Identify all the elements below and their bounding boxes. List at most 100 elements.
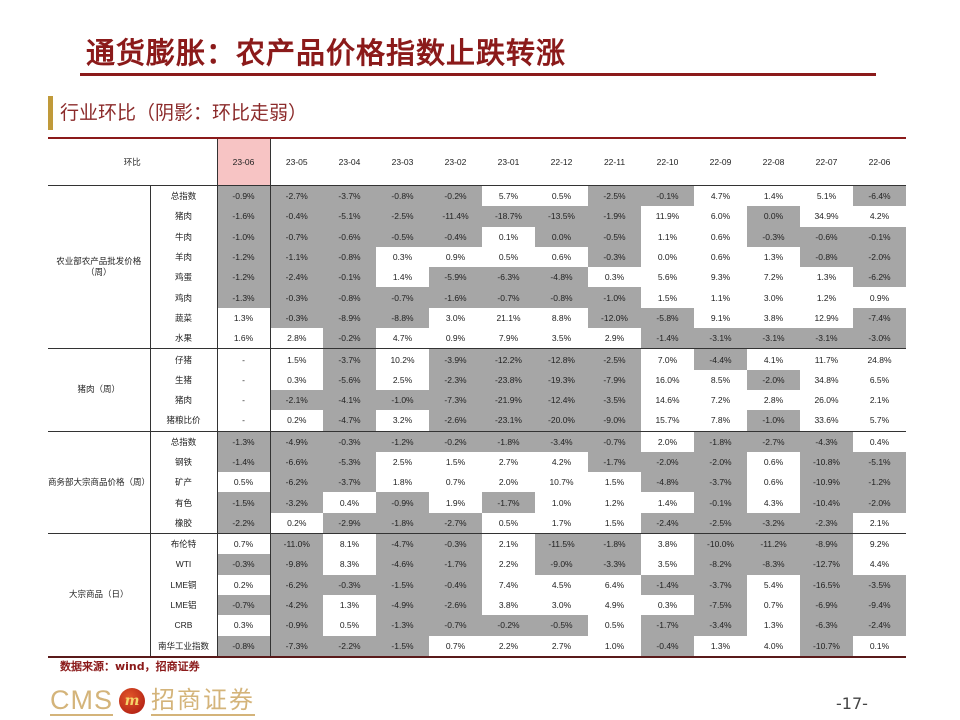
value-cell: 0.5%: [498, 252, 519, 263]
value-cell: 8.5%: [710, 374, 731, 385]
value-cell-shaded: -0.9%: [376, 492, 430, 513]
value-cell: 0.6%: [763, 457, 784, 467]
value-cell: 5.4%: [763, 579, 784, 590]
value-cell: 0.1%: [498, 231, 519, 242]
value-cell: 1.0%: [551, 497, 572, 508]
table-row: 鸡肉 -1.3% -0.3% -0.8% -0.7% -1.6% -0.7% -0.8% -1.…: [48, 287, 906, 308]
value-cell-shaded: -3.3%: [588, 554, 642, 575]
row-label: CRB: [150, 615, 218, 636]
value-cell-shaded: -0.3%: [429, 533, 483, 555]
value-cell-shaded: -0.5%: [535, 615, 589, 636]
value-cell: 2.7%: [535, 635, 589, 658]
row-label: 羊肉: [150, 246, 218, 268]
value-cell: 7.8%: [694, 410, 748, 432]
value-cell: 5.7%: [853, 410, 907, 432]
value-cell: 0.3%: [287, 374, 307, 385]
value-cell-shaded: -4.8%: [535, 267, 589, 288]
table-row: 矿产 0.5% -6.2% -3.7% 1.8% 0.7% 2.0% 10.7% 1.5% -4.…: [48, 472, 907, 493]
value-cell: 1.3%: [217, 307, 271, 329]
value-cell: 2.1%: [853, 512, 907, 535]
value-cell: 6.0%: [710, 211, 731, 222]
value-cell: 3.0%: [551, 600, 572, 611]
value-cell: 7.0%: [657, 354, 678, 365]
company-logo: CMS m 招商证券: [50, 684, 255, 718]
value-cell: 0.7%: [763, 600, 784, 611]
value-cell: 4.3%: [763, 497, 784, 508]
value-cell-shaded: -23.1%: [482, 410, 536, 432]
value-cell-shaded: -1.7%: [429, 554, 483, 575]
value-cell-shaded: -20.0%: [535, 410, 589, 432]
value-cell-shaded: -6.6%: [270, 451, 324, 473]
column-header-22-12: 22-12: [535, 137, 589, 186]
value-cell-shaded: -2.6%: [429, 410, 483, 432]
value-cell: 11.7%: [814, 354, 839, 365]
value-cell: 34.9%: [814, 211, 839, 222]
value-cell-shaded: -6.3%: [800, 615, 854, 636]
value-cell: 1.3%: [339, 600, 360, 611]
value-cell-shaded: -6.2%: [270, 574, 324, 595]
value-cell: 0.9%: [429, 328, 483, 350]
value-cell: 7.2%: [763, 272, 784, 283]
table-row: 水果 1.6% 2.8% -0.2% 4.7% 0.9% 7.9% 3.5% 2.9% -1.4%…: [48, 328, 907, 350]
value-cell-shaded: -1.2%: [217, 267, 271, 288]
value-cell-shaded: -6.2%: [853, 267, 907, 288]
value-cell-shaded: -10.9%: [800, 472, 854, 493]
value-cell-shaded: -5.1%: [853, 451, 907, 473]
column-header-22-08: 22-08: [747, 137, 801, 186]
value-cell: 9.2%: [869, 539, 890, 550]
value-cell-shaded: -3.2%: [747, 512, 801, 535]
value-cell: 7.2%: [710, 395, 731, 406]
value-cell-shaded: -9.4%: [853, 594, 907, 616]
table-row: 猪肉（周） 仔猪 -1.5% -3.7% 10.2% -3.9% -12.2% -12.8% -…: [48, 348, 906, 432]
value-cell: 1.5%: [588, 512, 642, 535]
value-cell: 1.3%: [816, 272, 837, 283]
value-cell-shaded: -0.5%: [376, 226, 430, 247]
value-cell-shaded: -0.7%: [270, 226, 324, 247]
value-cell: 9.3%: [710, 272, 731, 283]
value-cell: 16.0%: [655, 374, 680, 385]
value-cell-shaded: -0.3%: [747, 226, 801, 247]
value-cell-shaded: -2.5%: [588, 185, 642, 207]
value-cell: 0.2%: [270, 512, 324, 535]
value-cell: 5.1%: [816, 191, 837, 202]
value-cell-shaded: -0.3%: [270, 287, 324, 308]
value-cell-shaded: -0.4%: [270, 206, 324, 227]
row-label: 有色: [150, 492, 218, 513]
value-cell-shaded: -2.4%: [641, 512, 695, 535]
value-cell-shaded: -1.8%: [694, 431, 748, 452]
value-cell-shaded: -2.0%: [694, 451, 748, 473]
value-cell: 0.9%: [869, 292, 890, 303]
value-cell-shaded: -1.6%: [217, 206, 271, 227]
value-cell-shaded: -1.4%: [641, 328, 695, 350]
value-cell: 1.4%: [392, 272, 413, 283]
value-cell: 1.7%: [535, 512, 589, 535]
value-cell: 0.5%: [604, 620, 625, 631]
value-cell: -: [217, 369, 271, 390]
value-cell-shaded: -11.0%: [270, 533, 324, 555]
value-cell: 0.6%: [763, 477, 784, 488]
value-cell-shaded: -12.4%: [535, 389, 589, 411]
group-label: 农业部农产品批发价格（周）: [48, 185, 151, 350]
section-subtitle: 行业环比（阴影：环比走弱）: [60, 102, 308, 124]
value-cell-shaded: -10.7%: [800, 635, 854, 658]
table-row: 猪肉 -1.6% -0.4% -5.1% -2.5% -11.4% -18.7% -13.5%…: [48, 206, 906, 227]
value-cell-shaded: -9.0%: [535, 554, 589, 575]
value-cell-shaded: -0.2%: [429, 431, 483, 452]
value-cell: 2.2%: [482, 635, 536, 658]
row-label: 蔬菜: [150, 307, 218, 329]
row-label: 钢铁: [150, 451, 218, 473]
value-cell-shaded: -13.5%: [535, 206, 589, 227]
value-cell-shaded: -1.7%: [482, 492, 536, 513]
title-divider: [80, 73, 876, 76]
value-cell-shaded: -8.2%: [694, 554, 748, 575]
value-cell-shaded: -1.2%: [376, 431, 430, 452]
value-cell: 5.6%: [657, 272, 678, 283]
value-cell-shaded: -0.9%: [217, 185, 271, 207]
table-row: 羊肉 -1.2% -1.1% -0.8% 0.3% 0.9% 0.5% 0.6% -0.3% 0.…: [48, 246, 907, 268]
value-cell-shaded: -1.4%: [641, 574, 695, 595]
value-cell: 1.5%: [657, 292, 678, 303]
value-cell: 3.8%: [763, 312, 784, 323]
value-cell: 0.3%: [392, 252, 413, 263]
value-cell: 1.4%: [657, 497, 678, 508]
value-cell-shaded: -9.0%: [588, 410, 642, 432]
